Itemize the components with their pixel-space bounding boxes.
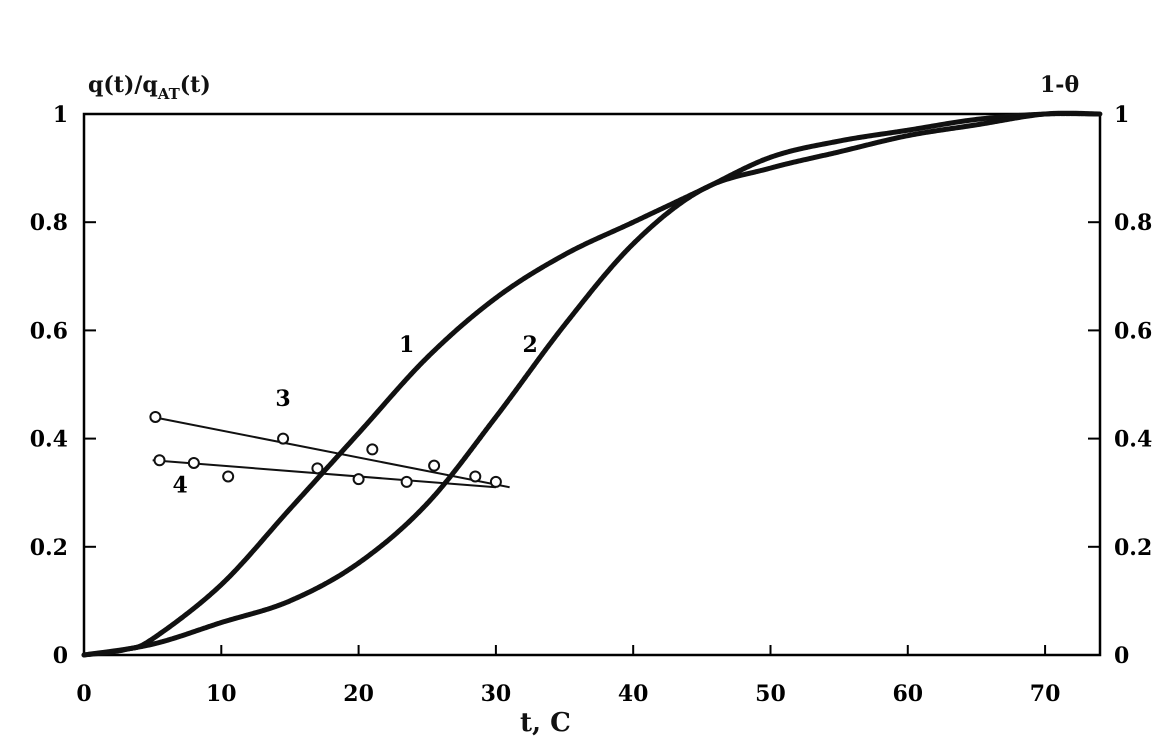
series-3-marker — [366, 443, 379, 456]
x-tick-label: 40 — [618, 681, 649, 707]
y-tick-label-left: 0.4 — [30, 427, 68, 453]
series-4-marker — [187, 456, 200, 469]
y-tick-label-right: 1 — [1114, 102, 1129, 128]
y-tick-label-right: 0.6 — [1114, 318, 1152, 344]
curve-label-1: 1 — [399, 332, 414, 358]
curve-label-4: 4 — [172, 473, 187, 499]
y-axis-left-label: q(t)/qAT(t) — [88, 72, 211, 103]
series-4-marker — [400, 475, 413, 488]
y-axis-right-label: 1-θ — [1040, 72, 1080, 98]
x-tick-label: 60 — [892, 681, 923, 707]
series-3-marker — [428, 459, 441, 472]
x-tick-label: 70 — [1030, 681, 1061, 707]
series-3-marker — [489, 475, 502, 488]
x-tick-label: 0 — [76, 681, 91, 707]
y-tick-label-left: 1 — [53, 102, 68, 128]
y-axis-left-label-subscript: AT — [157, 85, 180, 103]
x-tick-label: 20 — [343, 681, 374, 707]
series-3-fit-line — [152, 415, 510, 489]
series-4-marker — [222, 470, 235, 483]
axis-ticks — [84, 221, 1100, 655]
y-tick-label-right: 0.8 — [1114, 210, 1152, 236]
x-axis-label: t, C — [520, 708, 571, 738]
y-tick-label-left: 0 — [53, 643, 68, 669]
series-4-marker — [311, 462, 324, 475]
tick-labels: 0 10 20 30 40 50 60 700 00.2 0.20.4 0.40.6 0.60.8 0.… — [30, 102, 1153, 707]
x-tick-label: 10 — [206, 681, 237, 707]
series-group — [81, 110, 1103, 658]
y-axis-left-label-main: q(t)/q — [88, 72, 158, 98]
curve-label-2: 2 — [523, 332, 538, 358]
series-4-marker — [352, 473, 365, 486]
series-3-marker — [277, 432, 290, 445]
y-axis-left-label-tail: (t) — [179, 72, 211, 98]
y-tick-label-left: 0.8 — [30, 210, 68, 236]
y-tick-label-left: 0.6 — [30, 318, 68, 344]
series-3-marker — [149, 410, 162, 423]
y-tick-label-left: 0.2 — [30, 535, 68, 561]
series-4-marker — [153, 454, 166, 467]
x-tick-label: 50 — [755, 681, 786, 707]
x-tick-label: 30 — [481, 681, 512, 707]
plot-frame — [82, 112, 1102, 657]
y-tick-label-right: 0.4 — [1114, 427, 1152, 453]
plot-border — [82, 112, 1102, 657]
y-tick-label-right: 0 — [1114, 643, 1129, 669]
series-4-fit-line — [152, 459, 496, 489]
series-3-marker — [469, 470, 482, 483]
y-tick-label-right: 0.2 — [1114, 535, 1152, 561]
curve-label-3: 3 — [275, 386, 290, 412]
curve-2-line — [81, 110, 1103, 658]
curve-1-line — [81, 111, 1103, 658]
curve-annotations: 1 2 3 4 — [172, 332, 537, 499]
